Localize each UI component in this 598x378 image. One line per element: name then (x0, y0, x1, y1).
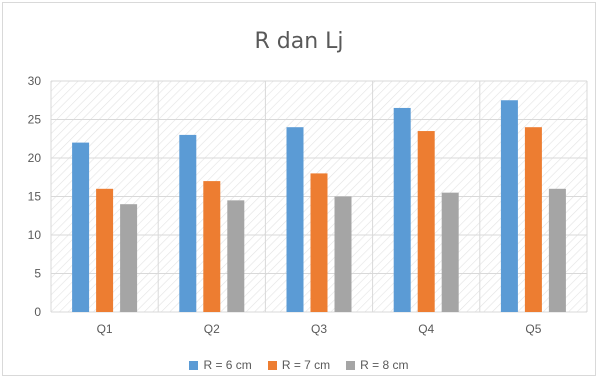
bar-q5-series-1 (500, 100, 518, 312)
bar-q1-series-2 (96, 188, 114, 312)
legend-swatch-r8 (346, 360, 356, 370)
legend-swatch-r7 (267, 360, 277, 370)
bar-q3-series-1 (286, 127, 304, 312)
legend: R = 6 cm R = 7 cm R = 8 cm (3, 358, 595, 372)
legend-item-r7: R = 7 cm (267, 358, 331, 372)
bar-q4-series-3 (441, 192, 459, 312)
bar-q5-series-3 (548, 188, 566, 312)
legend-label-r7: R = 7 cm (281, 358, 331, 372)
legend-swatch-r6 (189, 360, 199, 370)
y-tick-label: 20 (28, 151, 42, 165)
y-tick-label: 30 (28, 74, 42, 88)
bar-q5-series-2 (524, 127, 542, 312)
x-tick-label: Q2 (204, 322, 220, 336)
bar-q2-series-2 (203, 181, 221, 312)
x-tick-label: Q4 (418, 322, 434, 336)
bar-q2-series-1 (179, 134, 197, 312)
bar-q3-series-2 (310, 173, 328, 312)
x-tick-label: Q5 (525, 322, 541, 336)
x-tick-label: Q3 (311, 322, 327, 336)
bar-q1-series-1 (72, 142, 90, 312)
x-tick-label: Q1 (97, 322, 113, 336)
bar-q4-series-1 (393, 107, 411, 312)
y-tick-label: 0 (34, 305, 41, 319)
legend-item-r8: R = 8 cm (346, 358, 409, 372)
legend-item-r6: R = 6 cm (189, 358, 252, 372)
bar-q2-series-3 (227, 200, 245, 312)
bar-q1-series-3 (120, 204, 138, 312)
bar-q3-series-3 (334, 196, 352, 312)
plot-area: 0 5 10 15 20 25 30 Q1 Q2 Q3 Q4 Q5 (28, 74, 588, 336)
legend-label-r6: R = 6 cm (203, 358, 252, 372)
y-tick-label: 5 (34, 267, 41, 281)
y-tick-label: 15 (28, 190, 42, 204)
bar-q4-series-2 (417, 131, 435, 312)
chart-title: R dan Lj (254, 29, 344, 54)
legend-label-r8: R = 8 cm (360, 358, 409, 372)
y-tick-label: 25 (28, 113, 42, 127)
y-tick-label: 10 (28, 228, 42, 242)
